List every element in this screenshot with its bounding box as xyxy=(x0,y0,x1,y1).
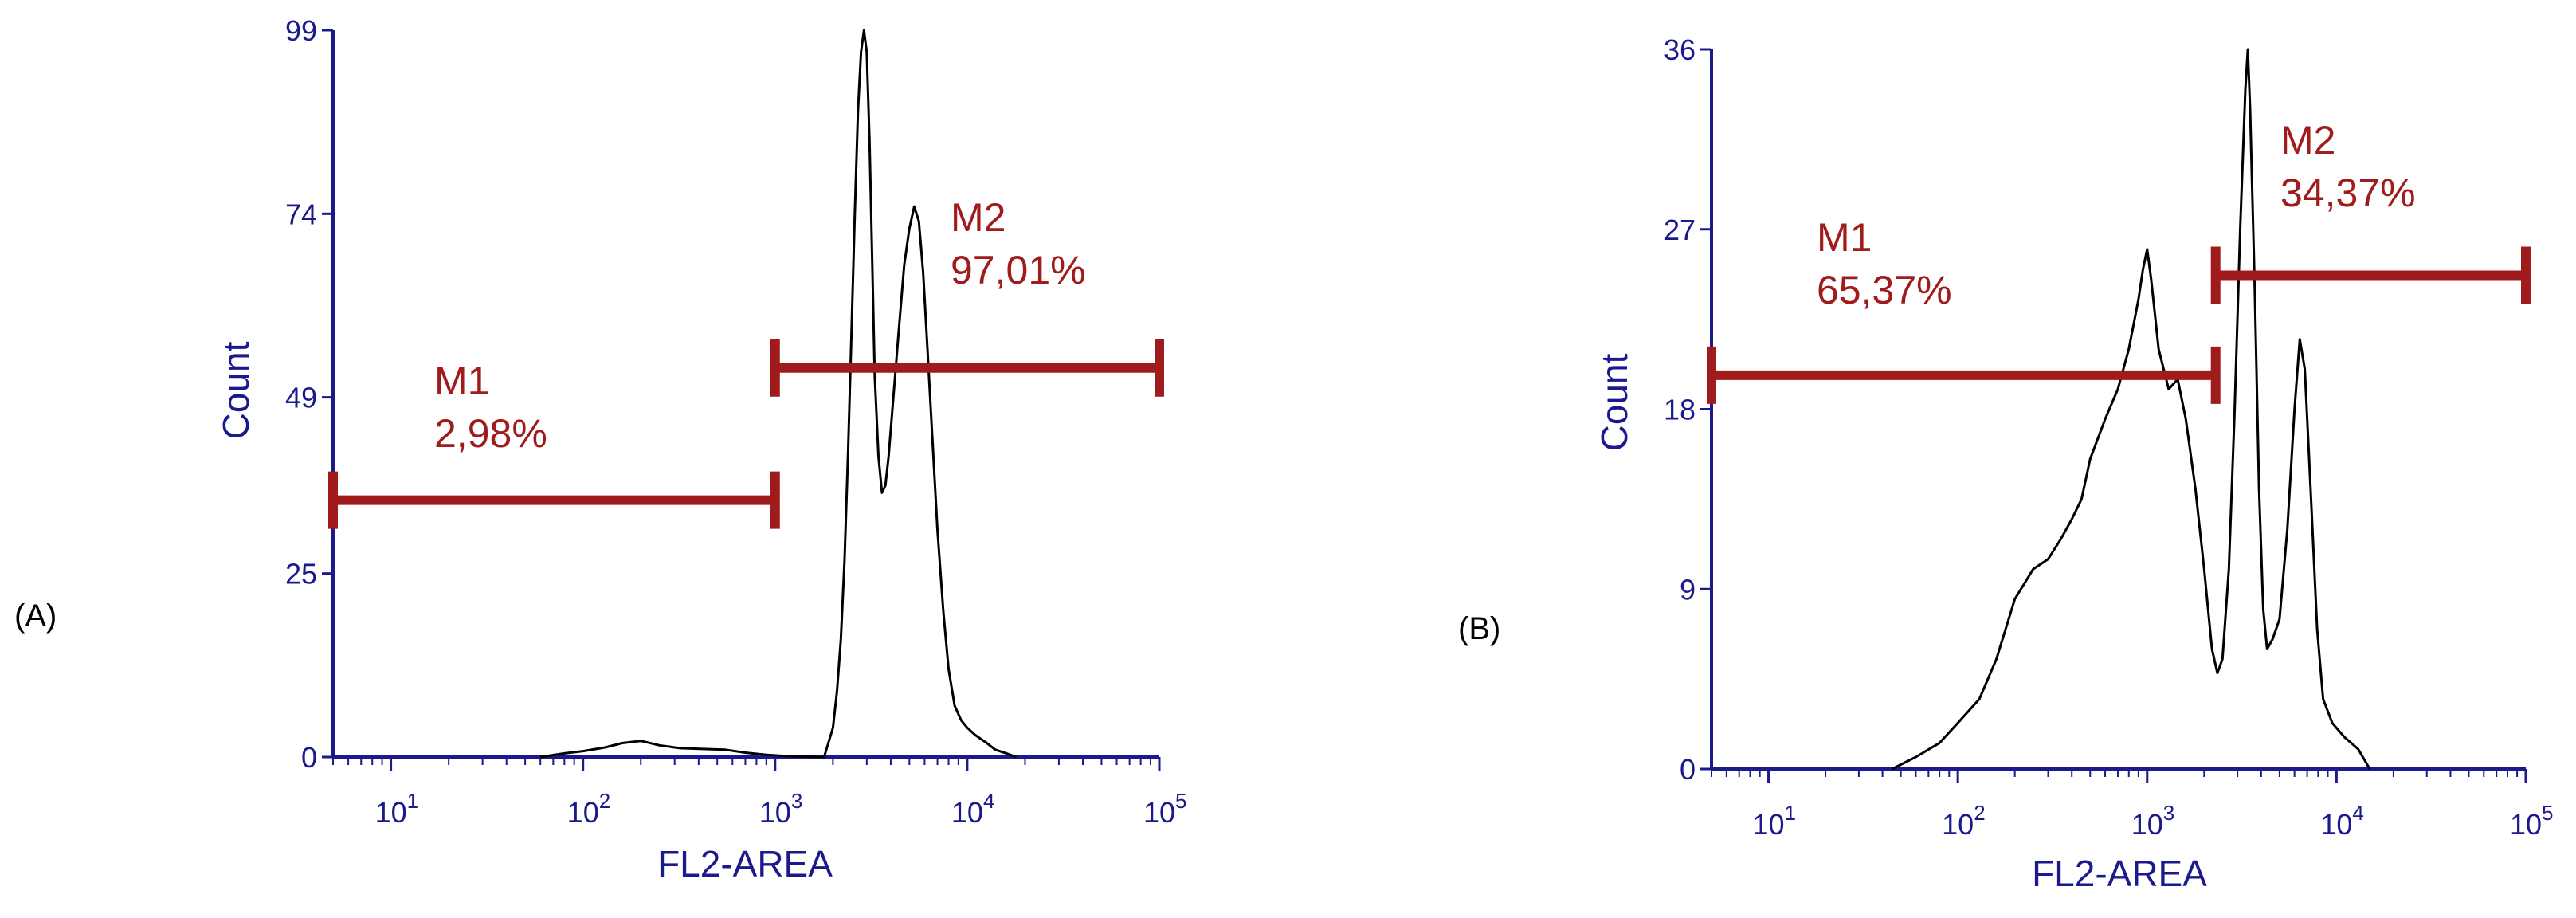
panel-a: (A) Count FL2-AREA 0 25 49 74 99 101 102 103 104… xyxy=(14,14,1187,885)
panel-a-x-axis-title: FL2-AREA xyxy=(657,843,833,885)
panel-a-x-tick-label: 103 xyxy=(759,789,803,829)
panel-a-marker-m2: M2 97,01% xyxy=(770,195,1164,397)
panel-a-label: (A) xyxy=(14,598,57,634)
panel-b-histogram-series xyxy=(1892,48,2371,771)
panel-b-plot: M1 65,37% M2 34,37% xyxy=(1707,48,2531,771)
panel-b-x-tick-label: 103 xyxy=(2131,801,2175,841)
panel-b-y-tick-label: 18 xyxy=(1664,394,1696,426)
panel-a-y-tick-label: 25 xyxy=(285,558,317,590)
panel-a-y-tick-label: 49 xyxy=(285,382,317,414)
panel-b-y-tick-label: 27 xyxy=(1664,214,1696,246)
panel-b-x-tick-label: 105 xyxy=(2510,801,2554,841)
panel-b-y-tick-label: 36 xyxy=(1664,33,1696,66)
panel-b-marker-m2: M2 34,37% xyxy=(2210,118,2531,304)
panel-a-axes: 0 25 49 74 99 101 102 103 104 105 xyxy=(285,14,1187,829)
panel-b-axes: 0 9 18 27 36 101 102 103 104 105 xyxy=(1664,33,2554,841)
panel-b: (B) Count FL2-AREA 0 9 18 27 36 101 102 103 104 1… xyxy=(1458,33,2554,894)
marker-percent-label: 97,01% xyxy=(951,248,1086,292)
panel-b-x-axis-title: FL2-AREA xyxy=(2032,853,2207,894)
marker-percent-label: 34,37% xyxy=(2280,171,2416,215)
panel-a-histogram-series xyxy=(539,29,1017,759)
marker-name-label: M1 xyxy=(1817,215,1872,260)
panel-b-y-axis-title: Count xyxy=(1594,353,1635,451)
panel-b-label: (B) xyxy=(1458,611,1500,646)
panel-a-x-tick-label: 104 xyxy=(951,789,995,829)
panel-a-marker-m1: M1 2,98% xyxy=(328,359,780,529)
panel-b-y-tick-label: 9 xyxy=(1680,573,1696,606)
panel-b-y-tick-label: 0 xyxy=(1680,753,1696,786)
panel-a-y-tick-label: 99 xyxy=(285,14,317,47)
marker-name-label: M2 xyxy=(2280,118,2335,163)
panel-b-x-tick-label: 101 xyxy=(1753,801,1797,841)
panel-a-x-tick-label: 105 xyxy=(1143,789,1187,829)
marker-percent-label: 65,37% xyxy=(1817,268,1952,312)
panel-b-marker-m1: M1 65,37% xyxy=(1707,215,2221,404)
marker-percent-label: 2,98% xyxy=(434,411,547,456)
panel-a-y-tick-label: 74 xyxy=(285,198,317,230)
panel-a-x-tick-label: 102 xyxy=(567,789,611,829)
panel-b-x-tick-label: 104 xyxy=(2320,801,2364,841)
marker-name-label: M2 xyxy=(951,195,1006,240)
panel-a-y-axis-title: Count xyxy=(215,341,257,439)
panel-b-x-tick-label: 102 xyxy=(1942,801,1986,841)
marker-name-label: M1 xyxy=(434,359,489,403)
panel-a-y-tick-label: 0 xyxy=(301,741,317,774)
panel-a-x-tick-label: 101 xyxy=(375,789,419,829)
panel-a-plot: M1 2,98% M2 97,01% xyxy=(328,29,1164,759)
